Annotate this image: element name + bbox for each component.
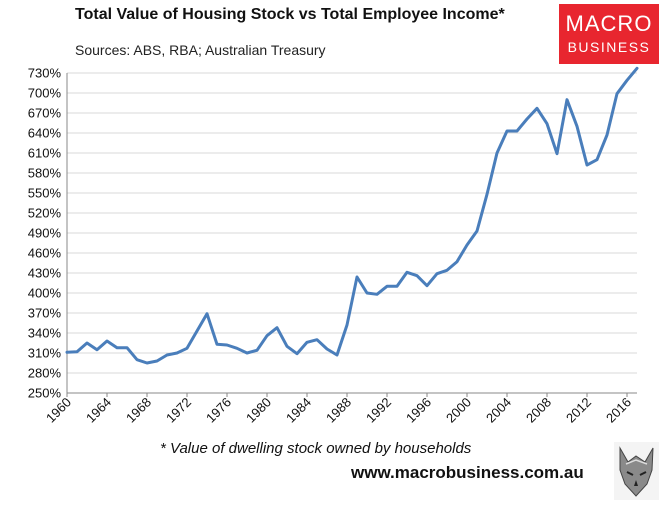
y-tick-label: 280%: [28, 366, 62, 381]
series-line: [65, 66, 639, 365]
x-tick-label: 1964: [83, 395, 114, 426]
x-tick-label: 2004: [483, 395, 514, 426]
x-tick-label: 1992: [363, 395, 394, 426]
x-tick-label: 1976: [203, 395, 234, 426]
x-tick-label: 2016: [603, 395, 634, 426]
x-tick-label: 2000: [443, 395, 474, 426]
logo-line-2: BUSINESS: [567, 39, 651, 55]
x-tick-label: 1996: [403, 395, 434, 426]
y-tick-label: 490%: [28, 226, 62, 241]
wolf-logo-icon: [614, 442, 659, 500]
x-tick-label: 1980: [243, 395, 274, 426]
chart-title: Total Value of Housing Stock vs Total Em…: [75, 6, 505, 23]
x-tick-label: 1984: [283, 395, 314, 426]
y-tick-label: 400%: [28, 286, 62, 301]
website-url: www.macrobusiness.com.au: [351, 463, 584, 482]
footnote: * Value of dwelling stock owned by house…: [160, 440, 472, 457]
x-tick-label: 1972: [163, 395, 194, 426]
y-tick-label: 520%: [28, 206, 62, 221]
chart-subtitle: Sources: ABS, RBA; Australian Treasury: [75, 42, 326, 58]
y-tick-label: 310%: [28, 346, 62, 361]
y-tick-label: 340%: [28, 326, 62, 341]
x-tick-label: 2008: [523, 395, 554, 426]
y-tick-label: 610%: [28, 146, 62, 161]
y-tick-label: 430%: [28, 266, 62, 281]
axes: [66, 73, 637, 394]
x-tick-label: 2012: [563, 395, 594, 426]
gridlines: [67, 72, 637, 374]
y-tick-label: 250%: [28, 386, 62, 401]
y-tick-label: 580%: [28, 166, 62, 181]
y-tick-label: 730%: [28, 66, 62, 81]
y-tick-label: 370%: [28, 306, 62, 321]
x-tick-label: 1968: [123, 395, 154, 426]
y-tick-label: 550%: [28, 186, 62, 201]
y-tick-label: 700%: [28, 86, 62, 101]
x-tick-label: 1988: [323, 395, 354, 426]
series: [65, 66, 639, 365]
y-tick-label: 640%: [28, 126, 62, 141]
x-axis-ticks: 1960 1964 1968 1972 1976 1980 1984 1988 1992 1996…: [43, 393, 634, 426]
y-axis-ticks: 730% 700% 670% 640% 610% 580% 550% 520% 490% 460%…: [28, 66, 62, 401]
logo-line-1: MACRO: [565, 11, 653, 36]
y-tick-label: 670%: [28, 106, 62, 121]
macrobusiness-logo: MACRO BUSINESS: [559, 4, 659, 64]
y-tick-label: 460%: [28, 246, 62, 261]
